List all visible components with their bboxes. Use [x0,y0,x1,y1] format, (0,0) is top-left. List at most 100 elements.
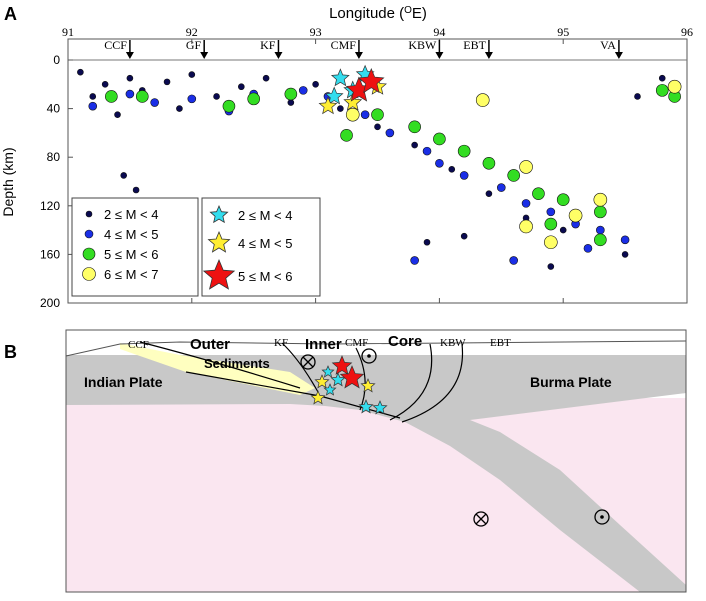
fault-arrowhead [274,52,283,59]
earthquake-circle [448,166,456,173]
earthquake-circle [583,244,593,253]
earthquake-circle [77,68,84,76]
label-kf: KF [274,337,288,349]
cross-section-star [310,390,326,405]
earthquake-circle [547,263,555,270]
panel-a: A Longitude (OE) Depth (km) 91 92 93 94 95 96… [0,4,693,310]
earthquake-circle [126,74,134,82]
fault-label: KF [260,38,276,52]
kbw-fault-line [389,343,433,421]
earthquake-circle [482,156,496,170]
earthquake-circle [509,256,518,265]
y-axis-title: Depth (km) [0,147,16,216]
label-indian-plate: Indian Plate [84,374,163,390]
fault-label: CCF [104,38,127,52]
earthquake-circle [411,141,418,149]
legend-circle-symbol [82,247,96,261]
cross-section-star [314,374,330,389]
earthquake-circle [287,99,295,106]
x-ticks: 91 92 93 94 95 96 [62,25,693,303]
surface-line [65,340,687,357]
earthquake-circle [546,207,556,217]
fault-arrowhead [614,52,623,59]
earthquake-circle [519,219,533,234]
earthquake-circle [163,78,171,86]
label-burma-plate: Burma Plate [530,374,612,390]
earthquake-star [358,67,385,94]
cross-section-star [331,355,353,375]
earthquake-circle [544,217,558,231]
panel-a-label: A [4,4,17,24]
y-tick-label: 200 [40,296,60,310]
earthquake-circle [345,107,360,122]
earthquake-circle [435,158,444,168]
kf-fault-line [281,342,319,393]
earthquake-circle [594,205,607,219]
fault-arrowhead [484,52,493,59]
earthquake-circle [460,232,468,240]
legend-circle-label: 2 ≤ M < 4 [104,207,158,222]
legend-star-symbol [209,204,229,224]
x-tick-label: 95 [557,25,569,39]
x-tick-label: 91 [62,25,74,39]
earthquake-circle [620,235,630,245]
x-axis-title-end: E) [412,5,427,22]
fault-label: GF [186,38,202,52]
earthquake-circle [120,172,128,179]
fault-label: CMF [331,38,357,52]
label-kbw: KBW [440,337,466,349]
ccf-fault-line [139,341,301,389]
fault-label: EBT [463,38,486,52]
mantle [66,398,686,592]
earthquake-circle [621,251,629,258]
y-tick-label: 120 [40,199,60,213]
earthquake-circle [114,111,121,118]
earthquake-circle [176,105,183,112]
earthquake-circle [596,225,605,235]
earthquake-circle [667,79,682,94]
panel-b-label: B [4,342,17,362]
earthquake-circle [222,99,236,113]
earthquake-circle [374,123,381,131]
earthquake-circle [422,146,432,156]
legend-star-label: 2 ≤ M < 4 [238,208,292,223]
fault-label: VA [600,38,616,52]
label-ebt: EBT [490,337,511,349]
earthquake-circle [89,93,97,100]
earthquake-circle [457,144,471,158]
earthquake-circle [360,110,370,119]
earthquake-circle [247,92,260,106]
label-ccf: CCF [128,339,149,351]
legend-circles-box [71,197,199,297]
earthquake-circle [658,74,666,82]
legend-star-label: 5 ≤ M < 6 [238,269,292,284]
earthquake-circle [385,128,395,138]
earthquake-circle [519,160,533,174]
out-of-page-symbol-1 [361,348,377,364]
panel-b-frame [65,329,687,593]
earthquake-points [77,64,682,270]
cross-section-star [360,378,376,393]
legend-circle-symbol [85,210,93,218]
y-ticks: 0 40 80 120 160 200 [40,53,73,310]
y-tick-label: 160 [40,247,60,261]
earthquake-circle [423,238,431,246]
earthquake-circle [594,233,607,247]
panel-b: B [4,329,687,593]
legend-circle-label: 5 ≤ M < 6 [104,247,158,262]
fault-label: KBW [408,38,437,52]
legend-circle-label: 6 ≤ M < 7 [104,267,158,282]
sediment-wedge [120,343,315,395]
earthquake-circle [559,226,567,234]
legend-star-symbol [202,258,236,290]
earthquake-circle [284,87,298,101]
earthquake-star [343,92,363,111]
earthquake-circle [187,94,197,104]
earthquake-circle [433,132,446,146]
subducting-slab [66,355,686,592]
fault-arrowhead [435,52,444,59]
earthquake-circle [88,101,98,111]
label-sediments: Sediments [204,356,270,371]
earthquake-circle [125,89,135,99]
earthquake-circle [568,208,583,223]
